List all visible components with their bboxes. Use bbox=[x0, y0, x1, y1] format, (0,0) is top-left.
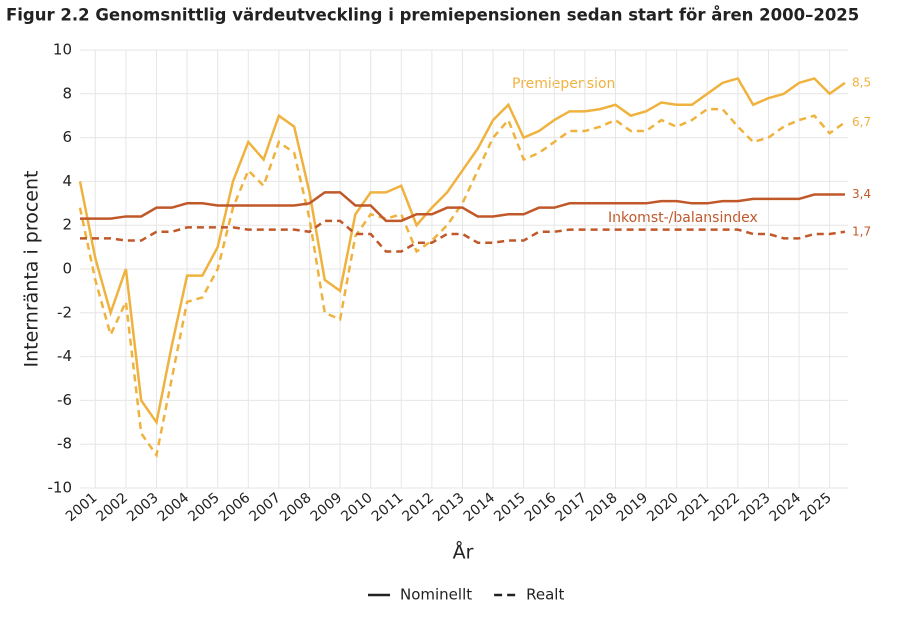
y-tick-label: -4 bbox=[57, 347, 72, 365]
y-tick-label: 0 bbox=[62, 260, 72, 278]
end-label: 1,7 bbox=[852, 224, 871, 238]
end-label: 6,7 bbox=[852, 115, 871, 129]
legend-label: Realt bbox=[526, 586, 564, 604]
x-tick-label: 2006 bbox=[216, 490, 254, 525]
chart-title: Figur 2.2 Genomsnittlig värdeutveckling … bbox=[6, 6, 859, 25]
x-tick-label: 2009 bbox=[308, 490, 346, 525]
x-tick-label: 2011 bbox=[369, 490, 407, 525]
series-annotation: Premiepension bbox=[512, 76, 615, 92]
x-tick-label: 2019 bbox=[614, 490, 652, 525]
end-label: 3,4 bbox=[852, 187, 871, 201]
x-tick-label: 2002 bbox=[93, 490, 131, 525]
x-tick-label: 2010 bbox=[338, 490, 376, 525]
series-annotation: Inkomst-/balansindex bbox=[608, 210, 758, 226]
series-line bbox=[80, 219, 846, 253]
x-tick-label: 2022 bbox=[705, 490, 743, 525]
y-tick-label: -2 bbox=[57, 303, 72, 321]
x-tick-label: 2013 bbox=[430, 490, 468, 525]
x-tick-label: 2004 bbox=[155, 490, 193, 525]
y-axis-label: Internränta i procent bbox=[21, 171, 43, 368]
x-axis-label: År bbox=[453, 541, 474, 564]
x-tick-label: 2024 bbox=[767, 490, 805, 525]
x-tick-label: 2025 bbox=[797, 490, 835, 525]
y-tick-label: 2 bbox=[62, 216, 72, 234]
x-tick-label: 2018 bbox=[583, 490, 621, 525]
series-line bbox=[80, 191, 845, 223]
series-line bbox=[78, 77, 846, 426]
y-tick-label: -10 bbox=[48, 479, 73, 497]
legend-label: Nominellt bbox=[400, 586, 472, 604]
x-tick-label: 2017 bbox=[552, 490, 590, 525]
x-tick-label: 2012 bbox=[399, 490, 437, 525]
y-tick-label: -8 bbox=[57, 435, 72, 453]
x-tick-label: 2023 bbox=[736, 490, 774, 525]
y-tick-label: -6 bbox=[57, 391, 72, 409]
y-tick-label: 4 bbox=[62, 172, 72, 190]
y-tick-label: 6 bbox=[62, 128, 72, 146]
y-tick-label: 10 bbox=[53, 41, 72, 59]
series-line bbox=[78, 107, 846, 459]
x-tick-label: 2016 bbox=[522, 490, 560, 525]
x-tick-label: 2005 bbox=[185, 490, 223, 525]
x-tick-label: 2015 bbox=[491, 490, 529, 525]
x-tick-label: 2021 bbox=[675, 490, 713, 525]
x-tick-label: 2003 bbox=[124, 490, 162, 525]
x-tick-label: 2007 bbox=[246, 490, 284, 525]
x-tick-label: 2014 bbox=[461, 490, 499, 525]
end-label: 8,5 bbox=[852, 75, 871, 89]
x-tick-label: 2020 bbox=[644, 490, 682, 525]
y-tick-label: 8 bbox=[62, 84, 72, 102]
x-tick-label: 2008 bbox=[277, 490, 315, 525]
